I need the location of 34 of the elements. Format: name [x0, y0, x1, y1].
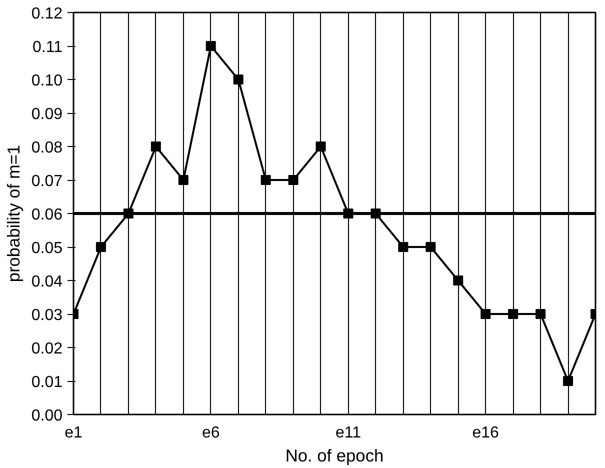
y-tick-label: 0.00 — [31, 408, 63, 424]
y-tick-label: 0.05 — [31, 240, 63, 257]
x-tick-label: e11 — [335, 424, 362, 442]
y-tick-label: 0.04 — [31, 274, 63, 290]
point — [398, 242, 408, 252]
point — [508, 309, 518, 319]
y-tick-label: 0.01 — [31, 374, 63, 391]
y-tick-label: 0.06 — [31, 206, 63, 224]
point — [288, 175, 298, 185]
point — [206, 41, 216, 51]
y-tick-label: 0.09 — [31, 106, 63, 123]
point — [426, 242, 436, 252]
point — [563, 376, 574, 386]
x-axis-title: No. of epoch — [285, 446, 384, 466]
y-tick-label: 0.10 — [31, 72, 63, 90]
point — [150, 142, 161, 152]
point — [260, 175, 271, 185]
y-tick-label: 0.11 — [32, 39, 63, 56]
point — [96, 242, 106, 252]
y-tick-label: 0.08 — [31, 140, 63, 156]
x-tick-label: e16 — [472, 424, 500, 442]
point — [316, 142, 326, 152]
y-tick-label: 0.07 — [31, 173, 63, 190]
y-tick-label: 0.02 — [31, 340, 63, 358]
y-axis-title: probability of m=1 — [3, 144, 24, 282]
point — [480, 309, 491, 319]
y-tick-label: 0.03 — [31, 307, 63, 324]
point — [536, 309, 546, 319]
x-tick-label: e6 — [202, 424, 220, 442]
point — [453, 276, 464, 286]
x-tick-label: e1 — [64, 424, 82, 442]
y-tick-label: 0.12 — [31, 6, 63, 22]
point — [178, 175, 188, 185]
point — [233, 74, 244, 84]
